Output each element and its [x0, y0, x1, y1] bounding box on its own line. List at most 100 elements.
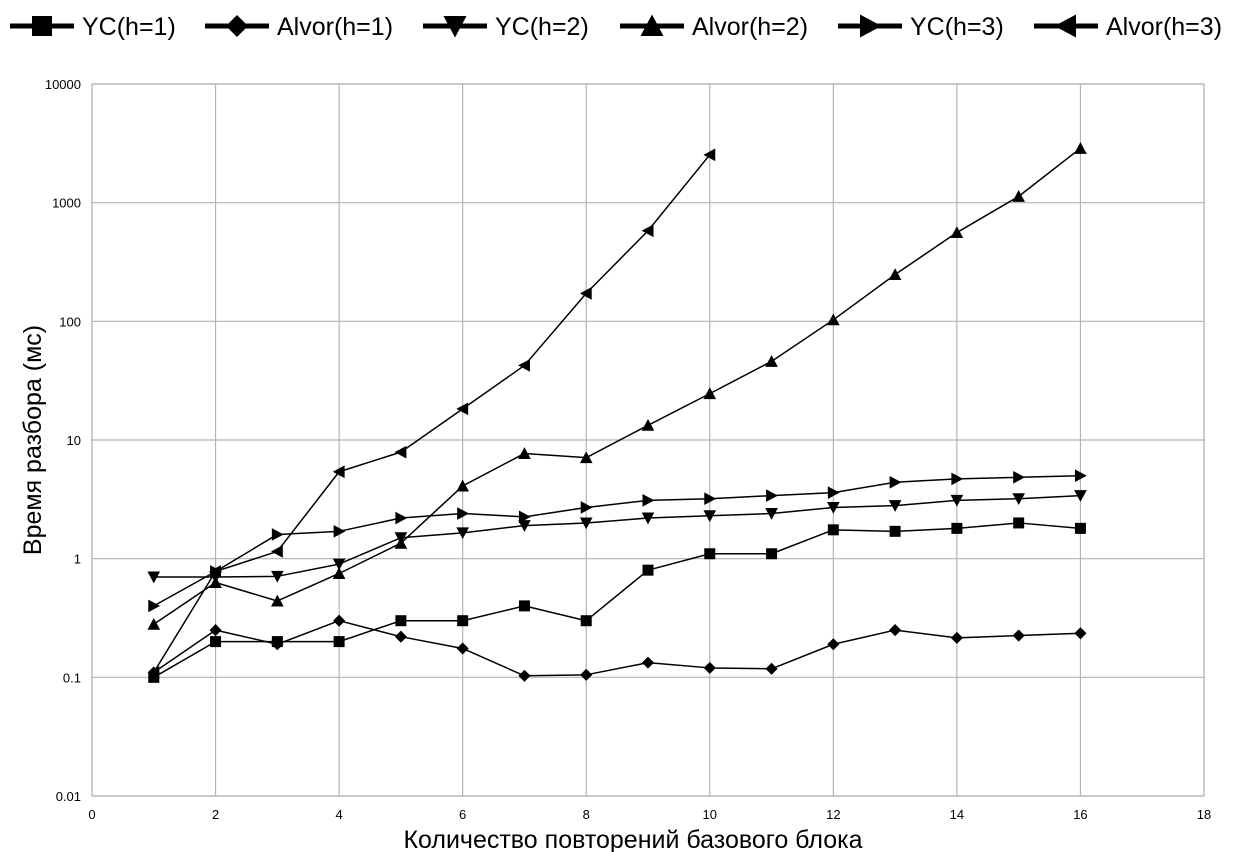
legend-label: Alvor(h=3) [1106, 13, 1222, 41]
series-line-0 [153, 522, 1081, 678]
y-tick-label: 0.01 [56, 789, 81, 804]
data-point [394, 536, 408, 549]
data-point [271, 570, 284, 583]
data-point [641, 512, 655, 525]
data-point [456, 402, 469, 416]
data-point [271, 545, 283, 558]
data-point [456, 479, 469, 492]
legend-label: Alvor(h=2) [692, 13, 808, 41]
data-point [147, 666, 160, 679]
series-lines [153, 147, 1081, 678]
data-point [641, 656, 655, 669]
data-point [518, 669, 531, 682]
legend-label: Alvor(h=1) [277, 13, 393, 41]
data-point [1012, 190, 1025, 202]
data-point [641, 224, 654, 238]
data-point [827, 524, 839, 536]
data-point [703, 661, 716, 674]
x-tick-label: 18 [1197, 807, 1211, 822]
data-point [518, 510, 531, 524]
x-tick-label: 10 [703, 807, 717, 822]
y-tick-label: 1000 [52, 196, 81, 211]
data-point [765, 355, 778, 367]
data-point [642, 494, 655, 507]
data-point [1012, 493, 1025, 506]
data-point [518, 447, 531, 459]
legend-label: YC(h=2) [495, 13, 589, 41]
data-point [332, 465, 345, 479]
data-point [766, 489, 778, 502]
series-line-5 [153, 154, 711, 673]
legend-item: Alvor(h=1) [205, 13, 393, 41]
data-point [332, 558, 346, 571]
data-point [1074, 627, 1087, 640]
legend-marker [640, 14, 664, 36]
data-point [1013, 517, 1025, 529]
data-point [704, 548, 716, 560]
data-point [766, 548, 778, 560]
series-line-4 [153, 474, 1081, 607]
data-point [395, 615, 407, 627]
series-line-1 [153, 619, 1081, 677]
data-point [210, 636, 222, 648]
x-tick-label: 14 [950, 807, 964, 822]
x-tick-label: 0 [88, 807, 95, 822]
data-point [950, 226, 964, 239]
data-point [889, 624, 902, 637]
data-point [209, 576, 222, 588]
legend-item: YC(h=1) [10, 13, 176, 41]
data-point [147, 617, 161, 630]
data-point [704, 492, 717, 506]
data-point [703, 148, 716, 162]
data-point [1074, 490, 1087, 502]
data-point [827, 501, 840, 514]
data-point [641, 418, 655, 431]
series-line-2 [153, 494, 1081, 578]
data-point [271, 594, 284, 607]
data-point [209, 624, 222, 637]
data-point [580, 501, 593, 514]
data-point [765, 662, 778, 675]
data-point [950, 631, 963, 644]
legend: YC(h=1) Alvor(h=1) YC(h=2) Alvor(h=2) YC(h=3… [10, 13, 1222, 41]
data-point [1074, 522, 1086, 534]
series-markers [147, 142, 1087, 683]
y-tick-label: 0.1 [63, 670, 81, 685]
data-point [703, 510, 717, 523]
data-point [147, 571, 161, 584]
data-point [950, 494, 964, 507]
y-tick-label: 100 [59, 314, 81, 329]
legend-label: YC(h=1) [82, 13, 176, 41]
plot-frame [91, 83, 1205, 797]
data-point [518, 600, 530, 612]
data-point [332, 567, 346, 579]
legend-marker [226, 15, 248, 37]
legend-marker [32, 16, 52, 36]
data-point [1074, 469, 1087, 483]
data-point [888, 500, 902, 512]
data-point [580, 615, 592, 627]
data-point [642, 564, 654, 576]
data-point [889, 525, 901, 537]
data-point [394, 445, 407, 459]
x-tick-label: 4 [335, 807, 342, 822]
data-point [579, 451, 593, 464]
x-tick-label: 12 [826, 807, 840, 822]
data-point [580, 668, 593, 681]
data-point [394, 630, 407, 643]
data-point [148, 599, 161, 613]
data-point [827, 313, 840, 326]
data-point [579, 287, 592, 300]
x-tick-label: 8 [583, 807, 590, 822]
data-point [889, 475, 902, 489]
data-point [1013, 470, 1025, 484]
legend-marker [1054, 14, 1076, 38]
x-tick-label: 2 [212, 807, 219, 822]
legend-item: Alvor(h=3) [1034, 13, 1222, 41]
data-point [456, 642, 469, 655]
legend-marker [860, 14, 882, 38]
data-point [456, 527, 469, 540]
grid [91, 83, 1205, 797]
data-point [1074, 142, 1087, 154]
data-point [271, 528, 284, 541]
